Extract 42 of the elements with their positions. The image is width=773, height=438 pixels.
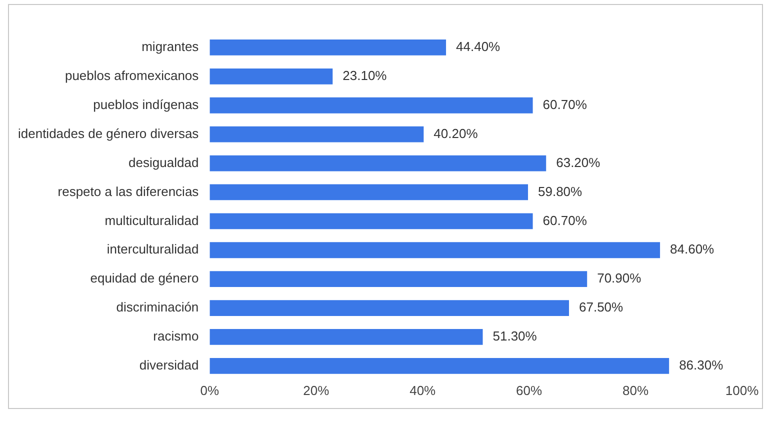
data-label: 51.30% (492, 328, 538, 344)
bar (210, 40, 446, 56)
y-tick-label: pueblos indígenas (93, 96, 200, 112)
data-label: 60.70% (542, 212, 588, 228)
bar (210, 242, 660, 258)
x-tick-label: 20% (303, 382, 330, 398)
x-tick-label: 60% (516, 382, 543, 398)
data-label: 60.70% (542, 96, 588, 112)
y-tick-label: desigualdad (128, 154, 199, 170)
y-tick-label: respeto a las diferencias (58, 184, 200, 199)
y-tick-label: pueblos afromexicanos (64, 68, 200, 84)
bar (210, 97, 533, 114)
bar (210, 358, 670, 374)
bar (210, 126, 424, 142)
data-label: 59.80% (538, 184, 583, 199)
y-tick-label: migrantes (142, 39, 200, 54)
y-tick-label: multiculturalidad (104, 212, 199, 228)
data-label: 63.20% (556, 154, 601, 170)
bar (210, 155, 546, 172)
data-label: 67.50% (578, 300, 624, 315)
bar (210, 329, 483, 345)
bar (210, 300, 569, 316)
data-label: 44.40% (456, 39, 501, 54)
data-label: 23.10% (342, 68, 388, 84)
x-tick-label: 0% (200, 382, 220, 398)
y-tick-label: racismo (153, 328, 199, 344)
data-label: 70.90% (597, 270, 642, 286)
data-label: 40.20% (434, 126, 478, 141)
bar (210, 213, 533, 230)
bar (210, 271, 588, 288)
x-tick-label: 100% (725, 382, 760, 398)
x-tick-label: 40% (410, 382, 436, 398)
y-tick-label: identidades de género diversas (18, 126, 200, 141)
y-tick-label: interculturalidad (106, 242, 199, 257)
y-tick-label: equidad de género (90, 270, 199, 286)
data-label: 84.60% (670, 242, 715, 257)
y-tick-label: discriminación (116, 300, 199, 315)
x-tick-label: 80% (622, 382, 649, 398)
bar (210, 68, 333, 84)
data-label: 86.30% (679, 358, 724, 373)
y-tick-label: diversidad (139, 358, 199, 373)
bar (210, 184, 528, 200)
